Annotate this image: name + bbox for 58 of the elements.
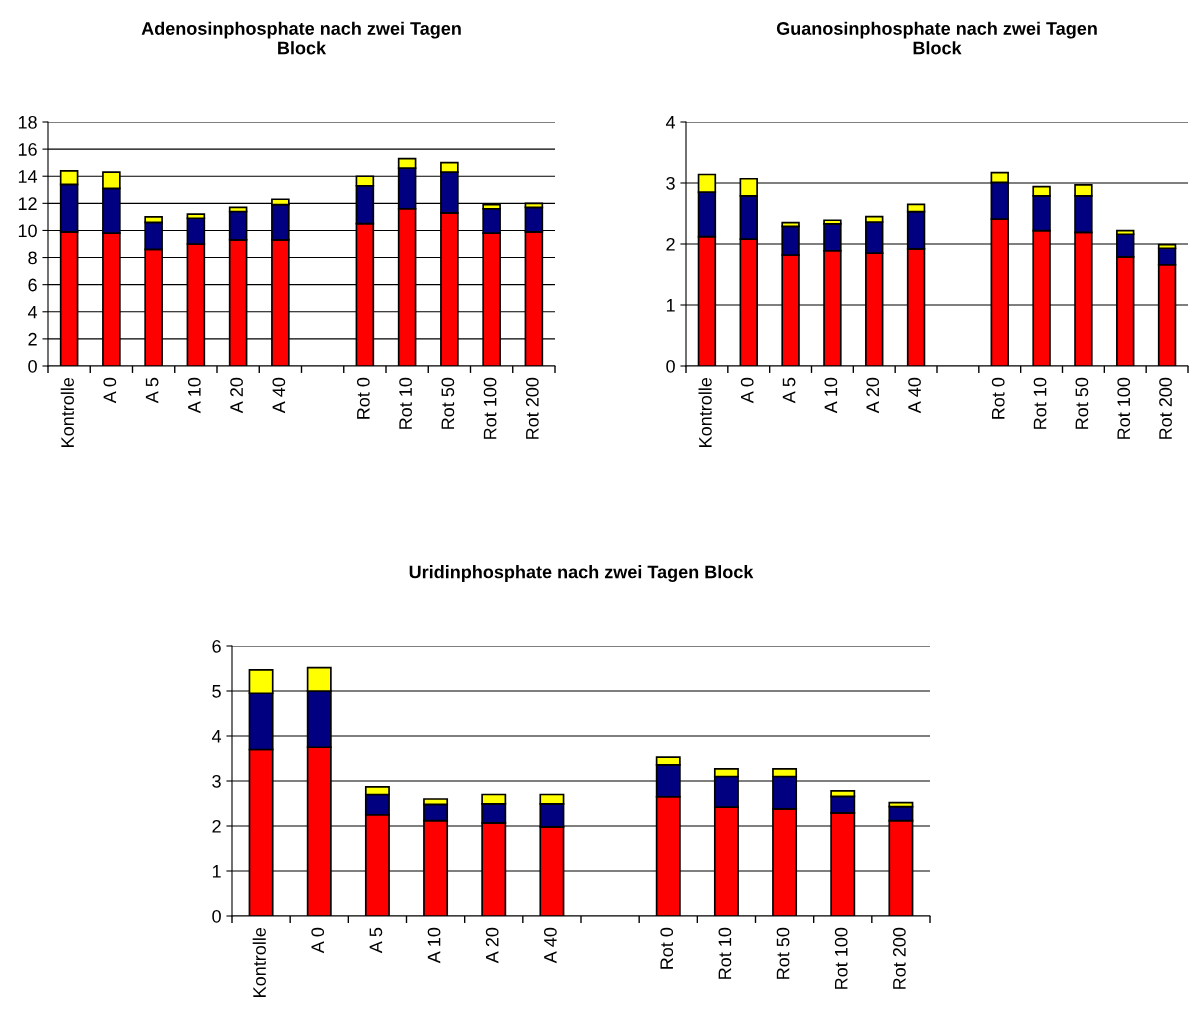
x-tick-label: A 5: [145, 377, 159, 404]
x-tick-label: Rot 200: [525, 377, 539, 439]
x-tick-label: A 10: [427, 927, 441, 964]
x-tick-label: Kontrolle: [60, 377, 74, 447]
y-tick-label: 8: [28, 251, 37, 265]
chart-title: Guanosinphosphate nach zwei Tagen Block: [776, 21, 1097, 55]
y-tick-label: 4: [211, 730, 222, 743]
y-tick-label: 10: [18, 224, 37, 238]
x-tick-label: Rot 10: [1033, 377, 1047, 429]
y-tick-label: 1: [666, 299, 675, 312]
y-tick-label: 4: [27, 305, 38, 319]
x-tick-label: Rot 100: [834, 927, 848, 989]
x-tick-label: A 10: [824, 377, 838, 414]
x-tick-label: Rot 0: [356, 377, 370, 419]
y-tick-label: 2: [666, 237, 675, 251]
x-tick-label: A 0: [103, 377, 117, 404]
x-tick-label: Rot 50: [1075, 377, 1089, 429]
x-tick-label: A 40: [272, 377, 286, 414]
x-tick-label: Rot 200: [892, 927, 906, 989]
y-tick-label: 16: [18, 143, 37, 156]
x-tick-label: A 0: [311, 927, 325, 954]
x-tick-label: Kontrolle: [698, 377, 712, 447]
x-tick-label: A 10: [187, 377, 201, 414]
y-tick-label: 14: [18, 170, 38, 183]
x-tick-label: A 0: [740, 377, 754, 404]
y-tick-label: 5: [212, 685, 221, 698]
x-tick-label: Rot 10: [718, 927, 732, 979]
x-tick-label: A 5: [369, 927, 383, 954]
x-tick-label: Rot 0: [660, 927, 674, 969]
y-tick-label: 12: [18, 197, 37, 210]
x-tick-label: Rot 100: [1117, 377, 1131, 439]
y-tick-label: 2: [212, 819, 221, 833]
y-tick-label: 6: [28, 278, 37, 292]
y-tick-label: 3: [212, 774, 221, 788]
y-tick-label: 4: [665, 116, 676, 129]
x-tick-label: Rot 0: [991, 377, 1005, 419]
x-tick-label: A 5: [782, 377, 796, 404]
y-tick-label: 2: [28, 332, 37, 346]
x-tick-label: Rot 50: [776, 927, 790, 979]
chart-title: Uridinphosphate nach zwei Tagen Block: [409, 565, 754, 582]
x-tick-label: A 20: [866, 377, 880, 414]
x-tick-label: Kontrolle: [252, 927, 266, 997]
y-tick-label: 1: [212, 865, 221, 878]
x-tick-label: A 20: [230, 377, 243, 414]
y-tick-label: 0: [666, 359, 675, 373]
x-tick-label: A 40: [908, 377, 921, 414]
x-tick-label: Rot 200: [1159, 377, 1172, 439]
x-tick-label: A 20: [485, 927, 499, 964]
x-tick-label: Rot 50: [441, 377, 455, 429]
x-tick-label: A 40: [543, 927, 557, 964]
y-tick-label: 0: [212, 909, 221, 923]
x-tick-label: Rot 10: [399, 377, 412, 429]
x-tick-label: Rot 100: [483, 377, 497, 439]
y-tick-label: 3: [666, 176, 675, 190]
y-tick-label: 18: [18, 115, 37, 129]
y-tick-label: 0: [28, 359, 37, 373]
chart-title: Adenosinphosphate nach zwei Tagen Block: [141, 21, 461, 55]
y-tick-label: 6: [212, 639, 221, 653]
